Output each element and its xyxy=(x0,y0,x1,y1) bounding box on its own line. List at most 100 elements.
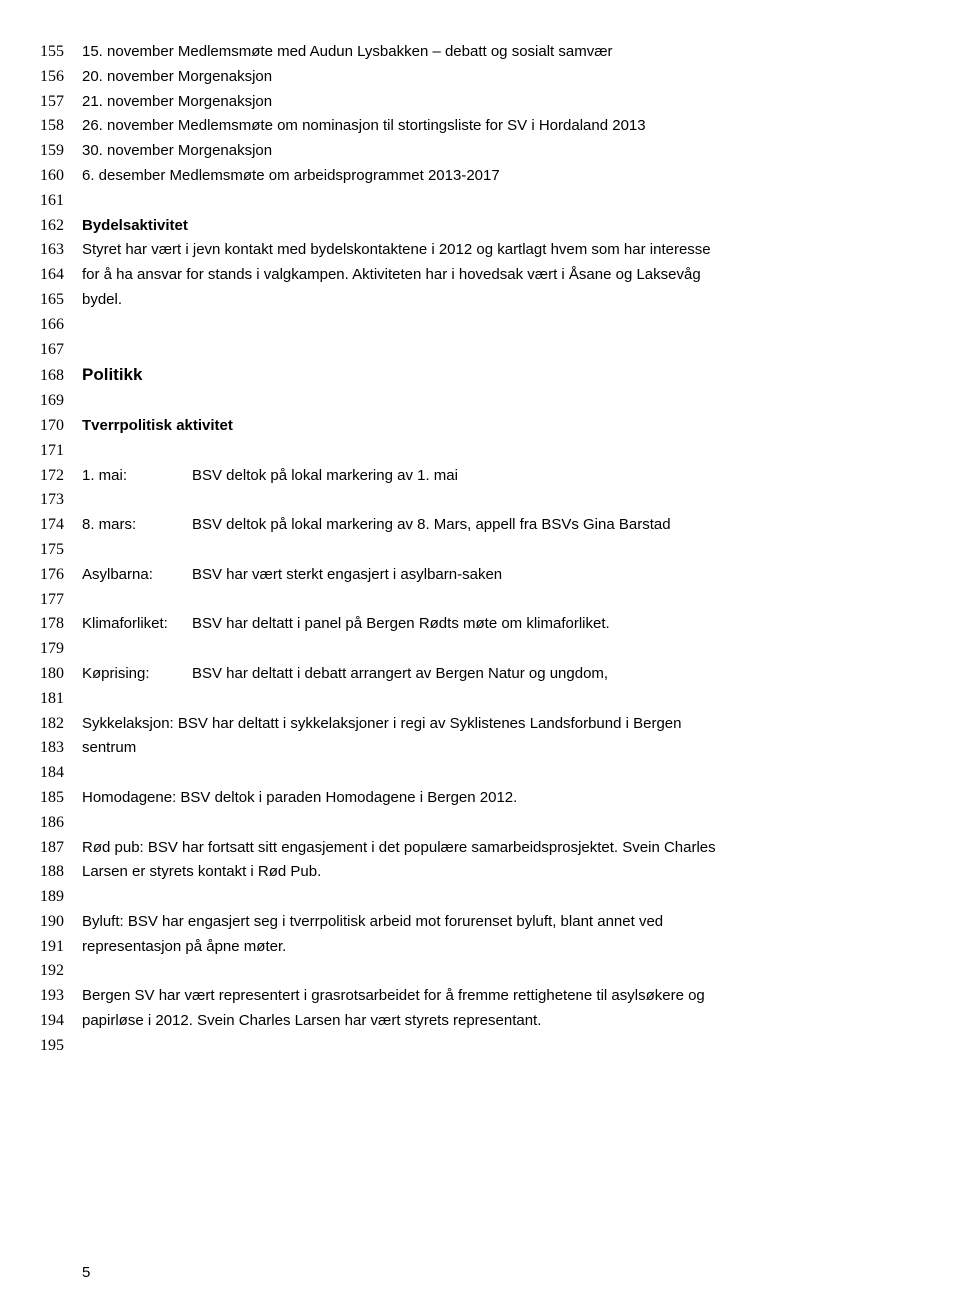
text-line: 164for å ha ansvar for stands i valgkamp… xyxy=(40,263,890,288)
text-line: 193Bergen SV har vært representert i gra… xyxy=(40,984,890,1009)
text-line: 161 xyxy=(40,189,890,214)
line-number: 195 xyxy=(40,1034,82,1059)
line-content xyxy=(82,959,890,982)
line-content: Byluft: BSV har engasjert seg i tverrpol… xyxy=(82,910,890,933)
text-line: 171 xyxy=(40,439,890,464)
text-line: 180Køprising:BSV har deltatt i debatt ar… xyxy=(40,662,890,687)
line-content: Klimaforliket:BSV har deltatt i panel på… xyxy=(82,612,890,635)
line-number: 169 xyxy=(40,389,82,414)
line-number: 192 xyxy=(40,959,82,984)
line-number: 167 xyxy=(40,338,82,363)
text-line: 187Rød pub: BSV har fortsatt sitt engasj… xyxy=(40,836,890,861)
line-content xyxy=(82,189,890,212)
line-number: 184 xyxy=(40,761,82,786)
line-content: sentrum xyxy=(82,736,890,759)
line-content: 30. november Morgenaksjon xyxy=(82,139,890,162)
line-content xyxy=(82,313,890,336)
text-line: 175 xyxy=(40,538,890,563)
line-content: papirløse i 2012. Svein Charles Larsen h… xyxy=(82,1009,890,1032)
line-number: 165 xyxy=(40,288,82,313)
text-lines-container: 15515. november Medlemsmøte med Audun Ly… xyxy=(40,40,890,1059)
line-content: 8. mars:BSV deltok på lokal markering av… xyxy=(82,513,890,536)
line-content: 26. november Medlemsmøte om nominasjon t… xyxy=(82,114,890,137)
line-content xyxy=(82,488,890,511)
line-number: 162 xyxy=(40,214,82,239)
entry-text: BSV har vært sterkt engasjert i asylbarn… xyxy=(192,566,502,583)
line-number: 177 xyxy=(40,588,82,613)
text-line: 178Klimaforliket:BSV har deltatt i panel… xyxy=(40,612,890,637)
line-number: 189 xyxy=(40,885,82,910)
line-number: 166 xyxy=(40,313,82,338)
line-content: 1. mai:BSV deltok på lokal markering av … xyxy=(82,464,890,487)
line-content xyxy=(82,439,890,462)
text-line: 168Politikk xyxy=(40,362,890,389)
line-content: 6. desember Medlemsmøte om arbeidsprogra… xyxy=(82,164,890,187)
line-number: 171 xyxy=(40,439,82,464)
line-content xyxy=(82,637,890,660)
line-number: 185 xyxy=(40,786,82,811)
line-content: Bydelsaktivitet xyxy=(82,214,890,237)
line-number: 175 xyxy=(40,538,82,563)
entry-text: BSV deltok på lokal markering av 1. mai xyxy=(192,467,458,484)
line-number: 172 xyxy=(40,464,82,489)
line-content: Styret har vært i jevn kontakt med bydel… xyxy=(82,238,890,261)
line-content: Bergen SV har vært representert i grasro… xyxy=(82,984,890,1007)
line-content xyxy=(82,811,890,834)
text-line: 15620. november Morgenaksjon xyxy=(40,65,890,90)
text-line: 184 xyxy=(40,761,890,786)
text-line: 169 xyxy=(40,389,890,414)
line-number: 170 xyxy=(40,414,82,439)
text-line: 190Byluft: BSV har engasjert seg i tverr… xyxy=(40,910,890,935)
line-number: 157 xyxy=(40,90,82,115)
line-number: 193 xyxy=(40,984,82,1009)
entry-text: BSV deltok på lokal markering av 8. Mars… xyxy=(192,516,671,533)
line-number: 181 xyxy=(40,687,82,712)
text-line: 186 xyxy=(40,811,890,836)
line-number: 178 xyxy=(40,612,82,637)
line-number: 161 xyxy=(40,189,82,214)
line-number: 176 xyxy=(40,563,82,588)
text-line: 176Asylbarna:BSV har vært sterkt engasje… xyxy=(40,563,890,588)
line-content: for å ha ansvar for stands i valgkampen.… xyxy=(82,263,890,286)
line-content: Politikk xyxy=(82,362,890,388)
line-content xyxy=(82,588,890,611)
line-number: 164 xyxy=(40,263,82,288)
entry-label: 8. mars: xyxy=(82,513,192,536)
line-number: 187 xyxy=(40,836,82,861)
line-content xyxy=(82,885,890,908)
line-number: 194 xyxy=(40,1009,82,1034)
line-number: 191 xyxy=(40,935,82,960)
line-number: 180 xyxy=(40,662,82,687)
entry-label: Klimaforliket: xyxy=(82,612,192,635)
text-line: 179 xyxy=(40,637,890,662)
line-content: 15. november Medlemsmøte med Audun Lysba… xyxy=(82,40,890,63)
entry-text: BSV har deltatt i panel på Bergen Rødts … xyxy=(192,615,610,632)
line-number: 158 xyxy=(40,114,82,139)
text-line: 181 xyxy=(40,687,890,712)
text-line: 167 xyxy=(40,338,890,363)
line-content: Larsen er styrets kontakt i Rød Pub. xyxy=(82,860,890,883)
line-content: bydel. xyxy=(82,288,890,311)
line-content: Sykkelaksjon: BSV har deltatt i sykkelak… xyxy=(82,712,890,735)
page-number: 5 xyxy=(82,1264,90,1281)
line-number: 155 xyxy=(40,40,82,65)
line-content: representasjon på åpne møter. xyxy=(82,935,890,958)
text-line: 192 xyxy=(40,959,890,984)
text-line: 1721. mai:BSV deltok på lokal markering … xyxy=(40,464,890,489)
text-line: 1606. desember Medlemsmøte om arbeidspro… xyxy=(40,164,890,189)
entry-label: Asylbarna: xyxy=(82,563,192,586)
text-line: 166 xyxy=(40,313,890,338)
line-number: 163 xyxy=(40,238,82,263)
text-line: 163Styret har vært i jevn kontakt med by… xyxy=(40,238,890,263)
line-number: 183 xyxy=(40,736,82,761)
line-number: 186 xyxy=(40,811,82,836)
text-line: 191representasjon på åpne møter. xyxy=(40,935,890,960)
line-content xyxy=(82,538,890,561)
entry-label: 1. mai: xyxy=(82,464,192,487)
text-line: 194papirløse i 2012. Svein Charles Larse… xyxy=(40,1009,890,1034)
text-line: 15515. november Medlemsmøte med Audun Ly… xyxy=(40,40,890,65)
text-line: 185Homodagene: BSV deltok i paraden Homo… xyxy=(40,786,890,811)
line-content: 21. november Morgenaksjon xyxy=(82,90,890,113)
line-number: 182 xyxy=(40,712,82,737)
line-content xyxy=(82,1034,890,1057)
